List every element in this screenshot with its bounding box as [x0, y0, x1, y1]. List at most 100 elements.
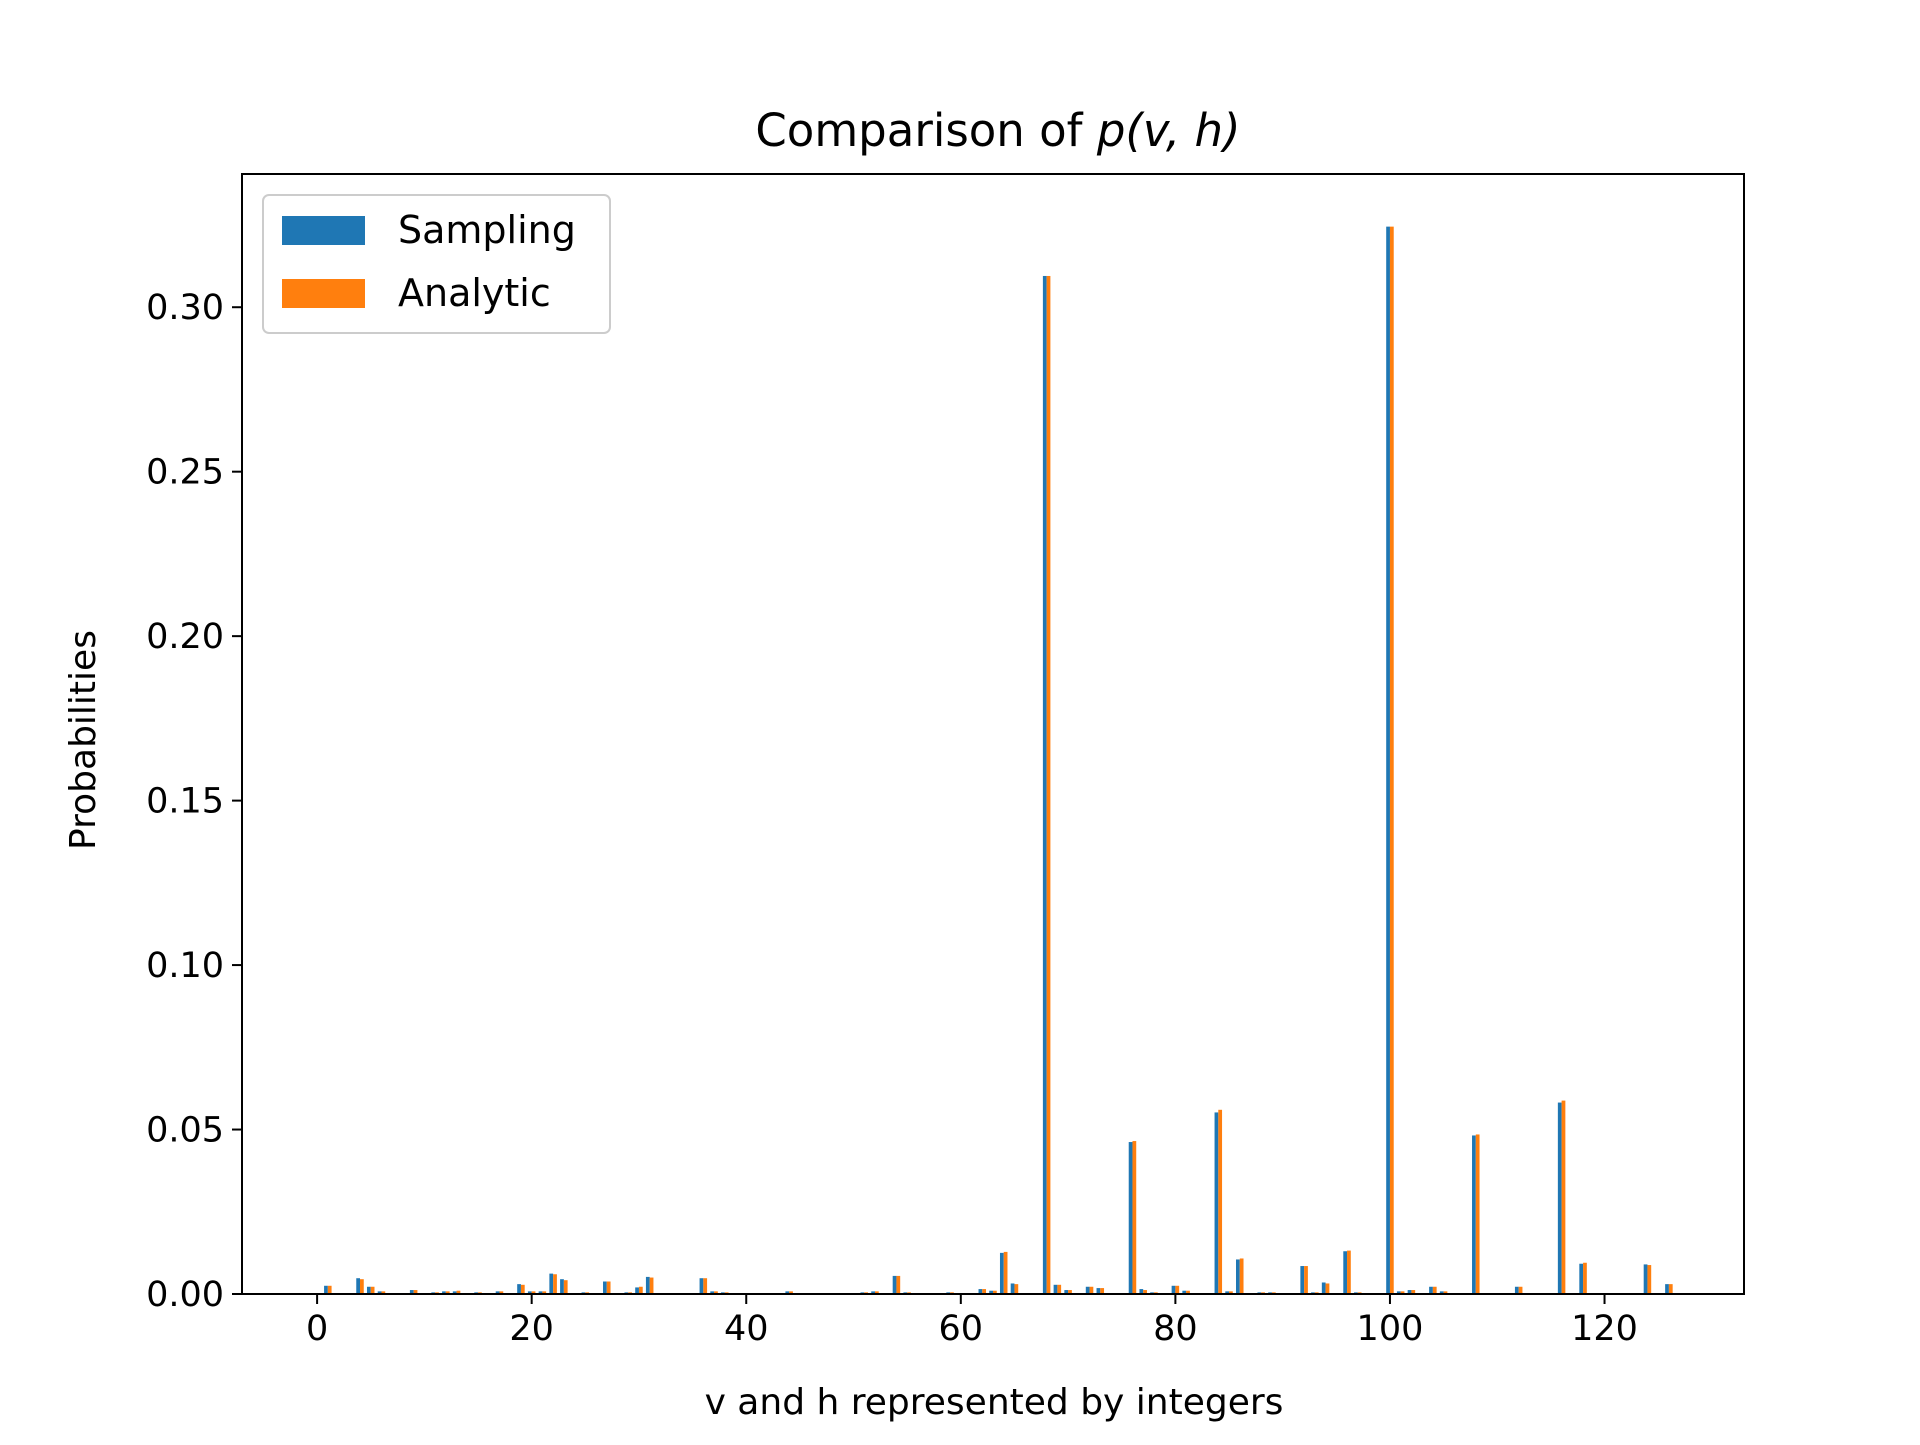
bar-analytic	[553, 1274, 557, 1294]
bar-sampling	[1514, 1286, 1519, 1294]
x-tick-label: 20	[509, 1309, 554, 1349]
bar-sampling	[1096, 1288, 1101, 1294]
bar-sampling	[1343, 1251, 1348, 1294]
bar-analytic	[1089, 1286, 1094, 1294]
bar-sampling	[1579, 1263, 1584, 1294]
bar-analytic	[638, 1286, 643, 1294]
bar-analytic	[542, 1291, 547, 1294]
bar-sampling	[710, 1291, 715, 1294]
y-tick-label: 0.15	[146, 782, 224, 822]
x-tick-label: 0	[306, 1309, 328, 1349]
y-tick-label: 0.25	[146, 453, 224, 493]
bar-analytic	[896, 1275, 901, 1294]
bar-sampling	[324, 1285, 328, 1294]
bar-sampling	[442, 1291, 446, 1294]
bar-sampling	[1557, 1102, 1562, 1294]
bar-sampling	[1042, 275, 1047, 1295]
bar-analytic	[1143, 1290, 1147, 1294]
bar-analytic	[1443, 1291, 1448, 1294]
bar-analytic	[1518, 1286, 1523, 1294]
bar-analytic	[1389, 226, 1394, 1294]
legend: Sampling Analytic	[262, 194, 611, 334]
bar-sampling	[1236, 1259, 1240, 1294]
bar-sampling	[549, 1273, 554, 1294]
bar-sampling	[892, 1275, 897, 1294]
x-axis-label: v and h represented by integers	[705, 1382, 1284, 1423]
bar-sampling	[1010, 1283, 1015, 1294]
bar-analytic	[1400, 1291, 1405, 1294]
bar-analytic	[1003, 1251, 1008, 1294]
x-tick-label: 80	[1153, 1309, 1198, 1349]
bar-sampling	[1429, 1286, 1433, 1294]
bar-analytic	[1046, 275, 1051, 1295]
plot-area-frame	[241, 173, 1745, 1295]
bar-sampling	[527, 1291, 532, 1294]
bar-sampling	[517, 1284, 521, 1294]
bar-analytic	[993, 1290, 997, 1294]
bar-sampling	[409, 1290, 414, 1294]
bar-sampling	[635, 1287, 639, 1294]
x-tick-label: 40	[724, 1309, 769, 1349]
bar-analytic	[456, 1290, 461, 1294]
bar-sampling	[1085, 1286, 1090, 1294]
x-tick-label: 60	[939, 1309, 984, 1349]
bar-analytic	[606, 1281, 611, 1294]
chart-title-math: p(v, h)	[1096, 104, 1241, 157]
legend-label-analytic: Analytic	[398, 271, 551, 315]
bar-sampling	[1472, 1135, 1476, 1294]
legend-swatch-analytic	[282, 279, 365, 308]
bar-analytic	[703, 1278, 708, 1294]
bar-sampling	[560, 1279, 564, 1294]
bar-analytic	[531, 1291, 536, 1294]
x-axis-ticks: 0 20 40 60 80 100 120	[306, 1294, 1638, 1349]
bar-analytic	[1561, 1100, 1566, 1294]
bar-sampling	[1182, 1290, 1187, 1294]
bar-analytic	[445, 1291, 450, 1294]
x-tick-label: 100	[1357, 1309, 1424, 1349]
bar-sampling	[1128, 1142, 1133, 1294]
bar-analytic	[1647, 1265, 1652, 1294]
bar-analytic	[1218, 1109, 1223, 1294]
bar-analytic	[789, 1291, 793, 1294]
bar-analytic	[563, 1280, 568, 1294]
bar-analytic	[1175, 1285, 1180, 1294]
bar-analytic	[1432, 1286, 1437, 1294]
bar-analytic	[1668, 1284, 1673, 1294]
bar-analytic	[381, 1291, 386, 1294]
bar-analytic	[982, 1289, 987, 1294]
bar-analytic	[714, 1291, 718, 1294]
y-tick-label: 0.05	[146, 1111, 224, 1151]
x-tick-label: 120	[1571, 1309, 1638, 1349]
chart-title-prefix: Comparison of	[755, 104, 1096, 157]
bar-analytic	[360, 1279, 364, 1294]
bar-analytic	[413, 1290, 418, 1294]
bar-sampling	[1171, 1285, 1176, 1294]
bar-analytic	[1068, 1290, 1072, 1294]
bar-sampling	[1225, 1291, 1230, 1294]
bar-sampling	[1064, 1290, 1069, 1294]
bar-sampling	[356, 1278, 361, 1294]
bar-sampling	[978, 1289, 983, 1294]
bar-sampling	[699, 1278, 704, 1294]
bar-analytic	[1475, 1134, 1480, 1294]
bar-analytic	[520, 1284, 525, 1294]
bar-sampling	[1665, 1284, 1669, 1294]
y-axis-label: Probabilities	[63, 630, 104, 850]
bar-sampling	[645, 1276, 650, 1294]
bar-sampling	[377, 1291, 382, 1294]
y-tick-label: 0.00	[146, 1275, 224, 1315]
bar-analytic	[1239, 1258, 1244, 1294]
bar-analytic	[370, 1286, 375, 1294]
bar-sampling	[1396, 1291, 1401, 1294]
bar-analytic	[1229, 1291, 1233, 1294]
bar-analytic	[499, 1291, 504, 1294]
bar-sampling	[366, 1286, 371, 1294]
bar-sampling	[1321, 1282, 1326, 1294]
y-tick-label: 0.10	[146, 946, 224, 986]
bars-group	[324, 226, 1673, 1295]
bar-sampling	[1386, 226, 1390, 1294]
y-axis-ticks: 0.00 0.05 0.10 0.15 0.20 0.25 0.30	[146, 288, 242, 1315]
bar-sampling	[1139, 1289, 1144, 1294]
